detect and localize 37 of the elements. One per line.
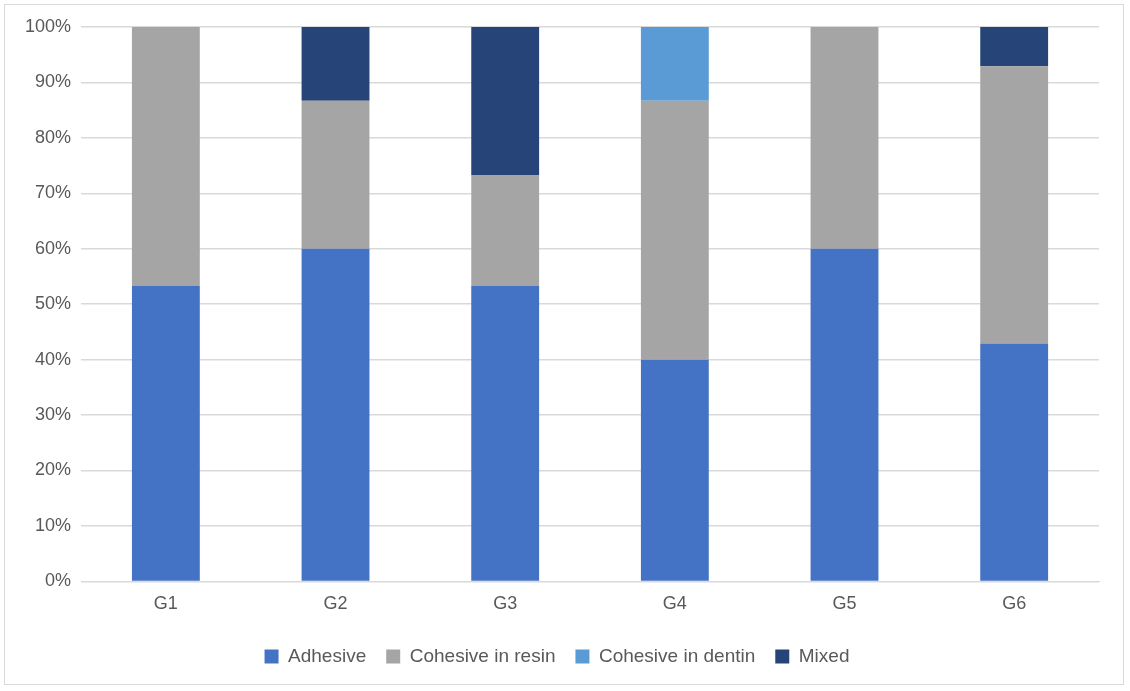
y-tick-label: 0% [45, 570, 72, 591]
y-tick-label: 30% [35, 404, 72, 425]
bar [640, 359, 709, 581]
bar [301, 27, 370, 101]
x-tick-label: G3 [493, 593, 518, 614]
bar [640, 27, 709, 101]
y-tick-label: 50% [35, 293, 72, 314]
y-tick-label: 20% [35, 459, 72, 480]
bar [810, 27, 879, 249]
bar [471, 285, 540, 581]
x-tick-label: G4 [662, 593, 687, 614]
y-tick-label: 70% [35, 182, 72, 203]
bar [131, 27, 200, 286]
bar [980, 343, 1049, 581]
x-tick-label: G6 [1002, 593, 1027, 614]
bar [810, 248, 879, 581]
legend-label: Mixed [798, 644, 850, 666]
legend-label: Cohesive in dentin [598, 644, 756, 666]
legend-label: Adhesive [288, 644, 367, 666]
bar [640, 100, 709, 360]
y-tick-label: 80% [35, 126, 72, 147]
x-tick-label: G2 [323, 593, 348, 614]
bar [301, 248, 370, 581]
y-tick-label: 90% [35, 71, 72, 92]
bar [980, 27, 1049, 67]
y-tick-label: 10% [35, 514, 72, 535]
y-tick-label: 100% [24, 15, 72, 36]
y-tick-label: 40% [35, 348, 72, 369]
x-tick-label: G5 [832, 593, 857, 614]
x-tick-label: G1 [153, 593, 178, 614]
bar [301, 100, 370, 249]
bar [131, 285, 200, 581]
legend-label: Cohesive in resin [409, 644, 556, 666]
bar [471, 175, 540, 286]
bar [471, 27, 540, 176]
y-tick-label: 60% [35, 237, 72, 258]
bar [980, 66, 1049, 344]
